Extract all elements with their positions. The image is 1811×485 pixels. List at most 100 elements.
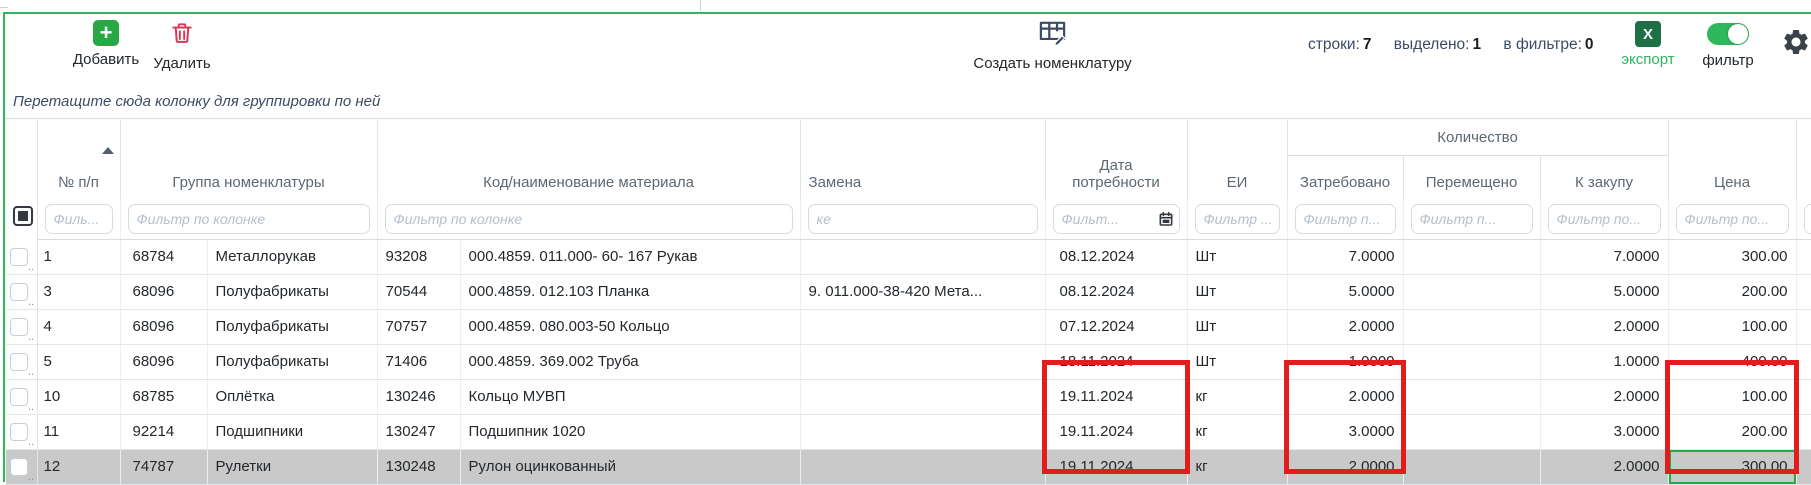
column-header-replace[interactable]: Замена xyxy=(800,120,1046,199)
cell-group-name: Рулетки xyxy=(207,449,378,485)
row-select-cell: .. xyxy=(6,379,38,415)
row-checkbox[interactable] xyxy=(10,247,28,266)
cell-moved xyxy=(1403,414,1541,450)
row-dots: .. xyxy=(28,366,35,378)
cell-moved xyxy=(1403,449,1541,485)
column-header-group[interactable]: Группа номенклатуры xyxy=(120,120,378,199)
row-checkbox[interactable] xyxy=(10,353,28,371)
filter-input-requested[interactable] xyxy=(1294,204,1396,234)
row-checkbox[interactable] xyxy=(10,458,28,476)
plus-icon: + xyxy=(93,20,119,46)
column-header-date[interactable]: Дата потребности xyxy=(1045,120,1188,199)
cell-requested: 1.0000 xyxy=(1287,344,1404,380)
cell-num: 3 xyxy=(37,274,121,310)
column-header-unit[interactable]: ЕИ xyxy=(1187,120,1288,199)
toggle-on-icon[interactable] xyxy=(1707,23,1749,45)
column-header-num[interactable]: № п/п xyxy=(37,120,121,199)
group-by-dropzone[interactable]: Перетащите сюда колонку для группировки … xyxy=(5,85,1811,119)
cell-requested: 2.0000 xyxy=(1287,449,1404,485)
cell-purchase: 2.0000 xyxy=(1540,379,1669,415)
cell-material-name: 000.4859. 011.000- 60- 167 Рукав xyxy=(460,239,801,275)
filter-input-num[interactable] xyxy=(44,204,113,234)
table-row[interactable]: .. 5 68096 Полуфабрикаты 71406 000.4859.… xyxy=(6,344,1811,380)
cell-price[interactable]: 300.00 xyxy=(1668,239,1797,275)
row-checkbox[interactable] xyxy=(10,388,28,406)
create-nomenclature-button[interactable]: Создать номенклатуру xyxy=(945,17,1160,72)
row-checkbox[interactable] xyxy=(10,423,28,441)
select-all-checkbox[interactable] xyxy=(13,205,33,226)
row-checkbox[interactable] xyxy=(10,318,28,336)
cell-price[interactable]: 400.00 xyxy=(1668,344,1797,380)
filter-cell-num xyxy=(37,199,121,240)
cell-material-code: 70544 xyxy=(377,274,461,310)
select-all-cell xyxy=(6,120,38,240)
column-header-purchase[interactable]: К закупу xyxy=(1540,155,1669,199)
row-select-cell: .. xyxy=(6,274,38,310)
cell-date: 07.12.2024 xyxy=(1045,309,1188,345)
cell-purchase: 5.0000 xyxy=(1540,274,1669,310)
add-button[interactable]: + Добавить xyxy=(70,20,142,68)
table-row[interactable]: .. 1 68784 Металлорукав 93208 000.4859. … xyxy=(6,239,1811,275)
sort-ascending-icon[interactable] xyxy=(102,147,114,154)
cell-group-name: Металлорукав xyxy=(207,239,378,275)
filter-cell-requested xyxy=(1287,199,1404,240)
cell-num: 12 xyxy=(37,449,121,485)
cell-num: 4 xyxy=(37,309,121,345)
filter-cell-price xyxy=(1668,199,1797,240)
cell-moved xyxy=(1403,239,1541,275)
cell-date: 18.11.2024 xyxy=(1045,344,1188,380)
filter-input-purchase[interactable] xyxy=(1547,204,1661,234)
cell-price[interactable]: 100.00 xyxy=(1668,309,1797,345)
cell-group-code: 68784 xyxy=(120,239,208,275)
cell-unit: кг xyxy=(1187,379,1288,415)
cell-unit: кг xyxy=(1187,449,1288,485)
filter-input-material[interactable] xyxy=(384,204,793,234)
column-header-requested[interactable]: Затребовано xyxy=(1287,155,1404,199)
filter-input-unit[interactable] xyxy=(1194,204,1280,234)
delete-button[interactable]: Удалить xyxy=(146,20,218,72)
cell-price[interactable]: 200.00 xyxy=(1668,274,1797,310)
rows-count-value: 7 xyxy=(1362,36,1372,53)
settings-button[interactable] xyxy=(1778,27,1811,61)
cell-group-name: Оплётка xyxy=(207,379,378,415)
cell-unit: Шт xyxy=(1187,309,1288,345)
delete-button-label: Удалить xyxy=(153,55,211,72)
cell-price[interactable]: 300.00 xyxy=(1668,449,1797,485)
filter-input-date[interactable] xyxy=(1052,204,1180,234)
filtered-count-value: 0 xyxy=(1584,36,1594,53)
cell-purchase: 2.0000 xyxy=(1540,309,1669,345)
table-row[interactable]: .. 10 68785 Оплётка 130246 Кольцо МУВП 1… xyxy=(6,379,1811,415)
filter-toggle-label: фильтр xyxy=(1702,52,1754,69)
table-row[interactable]: .. 3 68096 Полуфабрикаты 70544 000.4859.… xyxy=(6,274,1811,310)
cell-price[interactable]: 200.00 xyxy=(1668,414,1797,450)
column-header-moved[interactable]: Перемещено xyxy=(1403,155,1541,199)
cell-price[interactable]: 100.00 xyxy=(1668,379,1797,415)
table-row[interactable]: .. 11 92214 Подшипники 130247 Подшипник … xyxy=(6,414,1811,450)
row-checkbox[interactable] xyxy=(10,283,28,301)
column-header-material[interactable]: Код/наименование материала xyxy=(377,120,801,199)
cell-moved xyxy=(1403,344,1541,380)
table-row[interactable]: .. 4 68096 Полуфабрикаты 70757 000.4859.… xyxy=(6,309,1811,345)
cell-num: 1 xyxy=(37,239,121,275)
cell-group-name: Подшипники xyxy=(207,414,378,450)
filter-input-next[interactable] xyxy=(1803,204,1811,234)
filter-input-price[interactable] xyxy=(1675,204,1789,234)
cell-moved xyxy=(1403,274,1541,310)
export-button[interactable]: X экспорт xyxy=(1612,21,1684,68)
calendar-icon[interactable] xyxy=(1158,211,1174,231)
cell-group-name: Полуфабрикаты xyxy=(207,274,378,310)
cell-material-name: Рулон оцинкованный xyxy=(460,449,801,485)
selected-count-value: 1 xyxy=(1472,36,1482,53)
cell-group-code: 74787 xyxy=(120,449,208,485)
table-row[interactable]: .. 12 74787 Рулетки 130248 Рулон оцинков… xyxy=(6,449,1811,485)
row-select-cell: .. xyxy=(6,239,38,275)
cell-date: 19.11.2024 xyxy=(1045,379,1188,415)
filter-input-moved[interactable] xyxy=(1410,204,1533,234)
filter-toggle[interactable]: фильтр xyxy=(1694,23,1762,69)
trash-icon xyxy=(169,20,195,50)
filter-input-replace[interactable] xyxy=(807,204,1038,234)
cell-purchase: 7.0000 xyxy=(1540,239,1669,275)
column-header-price[interactable]: Цена xyxy=(1668,120,1797,199)
cell-purchase: 2.0000 xyxy=(1540,449,1669,485)
filter-input-group[interactable] xyxy=(127,204,370,234)
